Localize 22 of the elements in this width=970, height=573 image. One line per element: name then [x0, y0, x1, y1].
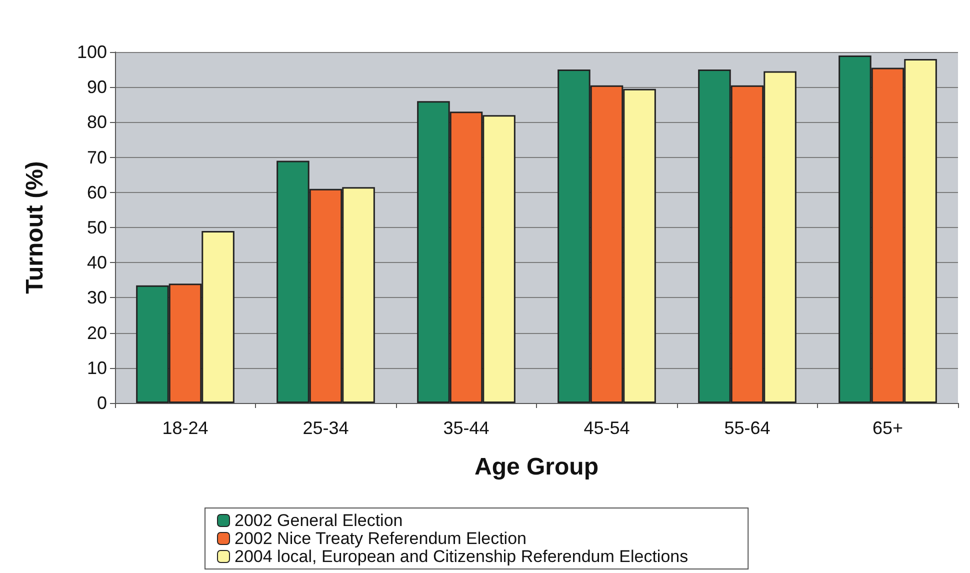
- x-tick-label: 25-34: [302, 418, 349, 438]
- y-tick-label: 40: [86, 252, 107, 273]
- y-tick-label: 90: [86, 77, 107, 98]
- legend-label: 2002 General Election: [234, 511, 403, 530]
- y-tick-label: 0: [96, 393, 107, 413]
- y-tick-label: 30: [86, 288, 107, 308]
- x-tick-label: 55-64: [724, 418, 770, 438]
- x-tick-label: 18-24: [162, 418, 208, 438]
- y-tick-label: 100: [76, 42, 107, 62]
- y-tick-label: 50: [86, 218, 107, 238]
- x-tick-label: 65+: [872, 418, 904, 438]
- y-axis-title: Turnout (%): [22, 161, 48, 294]
- y-tick-label: 70: [86, 147, 107, 168]
- x-axis-title: Age Group: [474, 454, 598, 480]
- y-tick-label: 10: [86, 358, 107, 378]
- x-tick-label: 35-44: [443, 418, 490, 438]
- y-tick-label: 20: [86, 322, 107, 343]
- legend-label: 2004 local, European and Citizenship Referendum Elections: [234, 547, 688, 566]
- y-tick-label: 80: [86, 112, 107, 132]
- y-tick-label: 60: [86, 182, 107, 202]
- legend-label: 2002 Nice Treaty Referendum Election: [234, 529, 526, 548]
- x-tick-label: 45-54: [584, 418, 630, 438]
